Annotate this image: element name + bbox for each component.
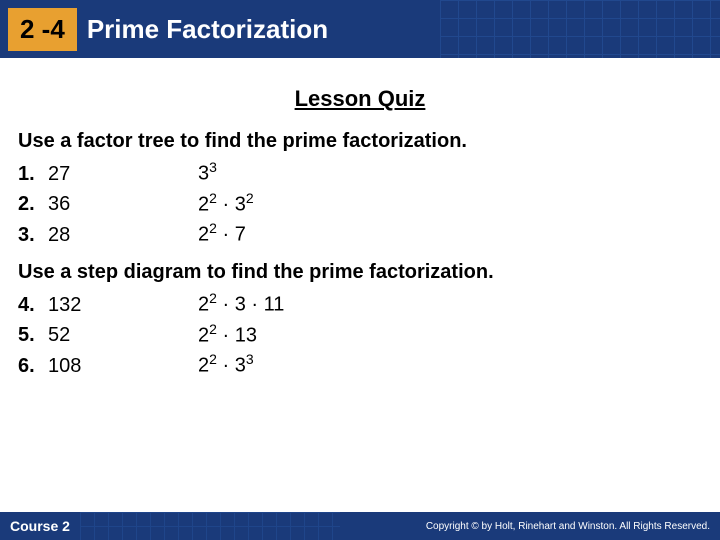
instruction-a: Use a factor tree to find the prime fact… xyxy=(18,130,702,153)
question-number: 3. xyxy=(18,224,48,247)
question-answer: 22 · 7 xyxy=(198,220,246,247)
question-row: 4. 132 22 · 3 · 11 xyxy=(18,290,702,317)
question-row: 6. 108 22 · 33 xyxy=(18,351,702,378)
lesson-header: 2 -4 Prime Factorization xyxy=(0,0,720,58)
question-answer: 22 · 13 xyxy=(198,321,257,348)
question-value: 108 xyxy=(48,355,198,378)
header-grid-decoration xyxy=(440,0,720,58)
question-value: 27 xyxy=(48,163,198,186)
copyright-text: Copyright © by Holt, Rinehart and Winsto… xyxy=(426,521,710,532)
question-value: 28 xyxy=(48,224,198,247)
question-number: 4. xyxy=(18,294,48,317)
question-answer: 22 · 32 xyxy=(198,190,254,217)
question-value: 132 xyxy=(48,294,198,317)
question-number: 1. xyxy=(18,163,48,186)
question-answer: 22 · 3 · 11 xyxy=(198,290,284,317)
question-answer: 22 · 33 xyxy=(198,351,254,378)
question-row: 2. 36 22 · 32 xyxy=(18,190,702,217)
quiz-content: Use a factor tree to find the prime fact… xyxy=(0,130,720,378)
lesson-title: Prime Factorization xyxy=(87,14,328,45)
question-number: 6. xyxy=(18,355,48,378)
question-answer: 33 xyxy=(198,159,217,186)
question-number: 2. xyxy=(18,193,48,216)
question-value: 52 xyxy=(48,324,198,347)
question-value: 36 xyxy=(48,193,198,216)
footer-grid-decoration xyxy=(80,512,340,540)
question-number: 5. xyxy=(18,324,48,347)
question-row: 1. 27 33 xyxy=(18,159,702,186)
lesson-number-box: 2 -4 xyxy=(8,8,77,51)
question-row: 3. 28 22 · 7 xyxy=(18,220,702,247)
question-row: 5. 52 22 · 13 xyxy=(18,321,702,348)
quiz-title: Lesson Quiz xyxy=(0,86,720,112)
footer-bar: Course 2 Copyright © by Holt, Rinehart a… xyxy=(0,512,720,540)
course-label: Course 2 xyxy=(10,518,70,534)
instruction-b: Use a step diagram to find the prime fac… xyxy=(18,261,702,284)
